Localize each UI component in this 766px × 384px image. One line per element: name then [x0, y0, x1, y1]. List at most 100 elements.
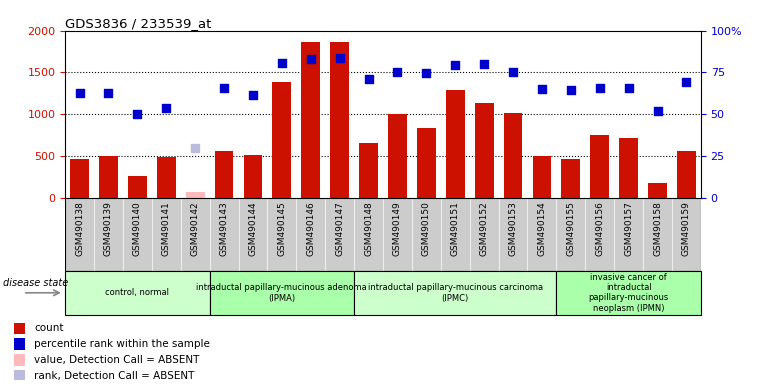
Bar	[65, 198, 94, 271]
Bar	[14, 323, 25, 334]
Bar	[210, 271, 354, 315]
Bar	[412, 198, 440, 271]
Text: GSM490152: GSM490152	[480, 201, 489, 256]
Point	[535, 86, 548, 92]
Text: GSM490150: GSM490150	[422, 201, 430, 256]
Text: intraductal papillary-mucinous carcinoma
(IPMC): intraductal papillary-mucinous carcinoma…	[368, 283, 543, 303]
Bar	[591, 135, 609, 198]
Text: GSM490147: GSM490147	[336, 201, 344, 256]
Bar	[94, 198, 123, 271]
Bar	[359, 142, 378, 198]
Text: GSM490143: GSM490143	[220, 201, 228, 256]
Bar	[296, 198, 326, 271]
Text: GSM490153: GSM490153	[509, 201, 518, 256]
Text: GSM490158: GSM490158	[653, 201, 662, 256]
Text: invasive cancer of
intraductal
papillary-mucinous
neoplasm (IPMN): invasive cancer of intraductal papillary…	[588, 273, 669, 313]
Point	[189, 146, 201, 152]
Text: GSM490156: GSM490156	[595, 201, 604, 256]
Text: percentile rank within the sample: percentile rank within the sample	[34, 339, 211, 349]
Text: disease state: disease state	[3, 278, 68, 288]
Bar	[301, 41, 320, 198]
Bar	[417, 128, 436, 198]
Bar	[532, 156, 552, 198]
Text: GSM490144: GSM490144	[248, 201, 257, 256]
Bar	[99, 156, 118, 198]
Bar	[326, 198, 354, 271]
Text: GSM490138: GSM490138	[75, 201, 84, 256]
Text: GSM490151: GSM490151	[450, 201, 460, 256]
Point	[507, 70, 519, 76]
Bar	[210, 198, 238, 271]
Bar	[214, 151, 234, 198]
Bar	[238, 198, 267, 271]
Bar	[14, 354, 25, 366]
Bar	[14, 338, 25, 350]
Point	[131, 111, 143, 118]
Text: GSM490146: GSM490146	[306, 201, 316, 256]
Text: rank, Detection Call = ABSENT: rank, Detection Call = ABSENT	[34, 371, 195, 381]
Bar	[267, 198, 296, 271]
Text: GSM490159: GSM490159	[682, 201, 691, 256]
Text: GSM490145: GSM490145	[277, 201, 286, 256]
Point	[103, 90, 115, 96]
Text: GSM490155: GSM490155	[566, 201, 575, 256]
Text: count: count	[34, 323, 64, 333]
Bar	[677, 151, 696, 198]
Bar	[470, 198, 499, 271]
Point	[680, 79, 692, 85]
Bar	[504, 113, 522, 198]
Bar	[614, 198, 643, 271]
Point	[305, 56, 317, 62]
Point	[160, 104, 172, 111]
Bar	[123, 198, 152, 271]
Point	[651, 108, 663, 114]
Bar	[157, 157, 175, 198]
Text: GSM490139: GSM490139	[104, 201, 113, 256]
Point	[247, 92, 259, 98]
Bar	[70, 159, 89, 198]
Point	[218, 85, 231, 91]
Bar	[556, 271, 701, 315]
Bar	[65, 271, 210, 315]
Bar	[561, 159, 580, 198]
Bar	[388, 114, 407, 198]
Point	[421, 70, 433, 76]
Point	[478, 61, 490, 67]
Bar	[152, 198, 181, 271]
Bar	[556, 198, 585, 271]
Bar	[648, 183, 667, 198]
Point	[623, 84, 635, 91]
Bar	[446, 90, 465, 198]
Text: GDS3836 / 233539_at: GDS3836 / 233539_at	[65, 17, 211, 30]
Text: control, normal: control, normal	[106, 288, 169, 297]
Text: intraductal papillary-mucinous adenoma
(IPMA): intraductal papillary-mucinous adenoma (…	[196, 283, 367, 303]
Text: GSM490149: GSM490149	[393, 201, 402, 256]
Bar	[383, 198, 412, 271]
Bar	[440, 198, 470, 271]
Bar	[499, 198, 528, 271]
Bar	[475, 103, 493, 198]
Bar	[643, 198, 672, 271]
Bar	[585, 198, 614, 271]
Point	[449, 62, 461, 68]
Bar	[672, 198, 701, 271]
Point	[391, 70, 404, 76]
Point	[565, 87, 577, 93]
Point	[74, 90, 86, 96]
Point	[594, 84, 606, 91]
Bar	[354, 271, 556, 315]
Text: GSM490141: GSM490141	[162, 201, 171, 256]
Bar	[354, 198, 383, 271]
Bar	[14, 370, 25, 381]
Text: GSM490140: GSM490140	[133, 201, 142, 256]
Text: GSM490142: GSM490142	[191, 201, 200, 256]
Point	[276, 60, 288, 66]
Bar	[181, 198, 210, 271]
Text: GSM490148: GSM490148	[364, 201, 373, 256]
Point	[333, 55, 345, 61]
Bar	[619, 137, 638, 198]
Bar	[330, 42, 349, 198]
Text: value, Detection Call = ABSENT: value, Detection Call = ABSENT	[34, 355, 200, 365]
Bar	[186, 192, 205, 198]
Bar	[528, 198, 556, 271]
